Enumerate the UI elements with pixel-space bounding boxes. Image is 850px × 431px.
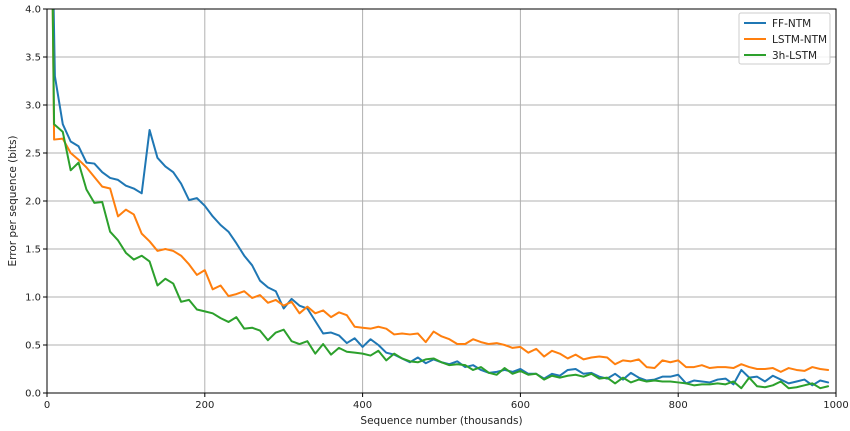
y-tick-label: 3.0 (25, 101, 41, 112)
x-tick-label: 400 (353, 400, 372, 411)
series-group (51, 9, 830, 390)
series-line-lstm-ntm (51, 9, 830, 373)
legend-label: LSTM-NTM (772, 34, 827, 46)
y-tick-label: 1.0 (25, 293, 41, 304)
y-tick-label: 0.0 (25, 389, 41, 400)
legend-box (738, 12, 831, 65)
y-tick-label: 3.5 (25, 53, 41, 64)
legend: FF-NTM LSTM-NTM 3h-LSTM (738, 12, 831, 65)
y-tick-label: 2.0 (25, 197, 41, 208)
x-tick-label: 800 (669, 400, 688, 411)
x-tick-label: 200 (195, 400, 214, 411)
x-tick-label: 0 (44, 400, 50, 411)
x-tick-label: 1000 (823, 400, 848, 411)
y-tick-label: 1.5 (25, 245, 41, 256)
x-tick-label: 600 (511, 400, 530, 411)
x-axis-label: Sequence number (thousands) (360, 415, 522, 427)
legend-label: 3h-LSTM (772, 50, 817, 62)
legend-label: FF-NTM (772, 18, 811, 30)
y-tick-label: 0.5 (25, 341, 41, 352)
series-line-3h-lstm (51, 9, 830, 390)
y-tick-label: 4.0 (25, 5, 41, 16)
y-axis-label: Error per sequence (bits) (7, 135, 19, 266)
axis-ticks: 0 200 400 600 800 1000 0.0 0.5 1.0 1.5 2.0 2.5 3.0 3.… (25, 5, 849, 412)
series-line-ff-ntm (52, 9, 830, 387)
y-tick-label: 2.5 (25, 149, 41, 160)
